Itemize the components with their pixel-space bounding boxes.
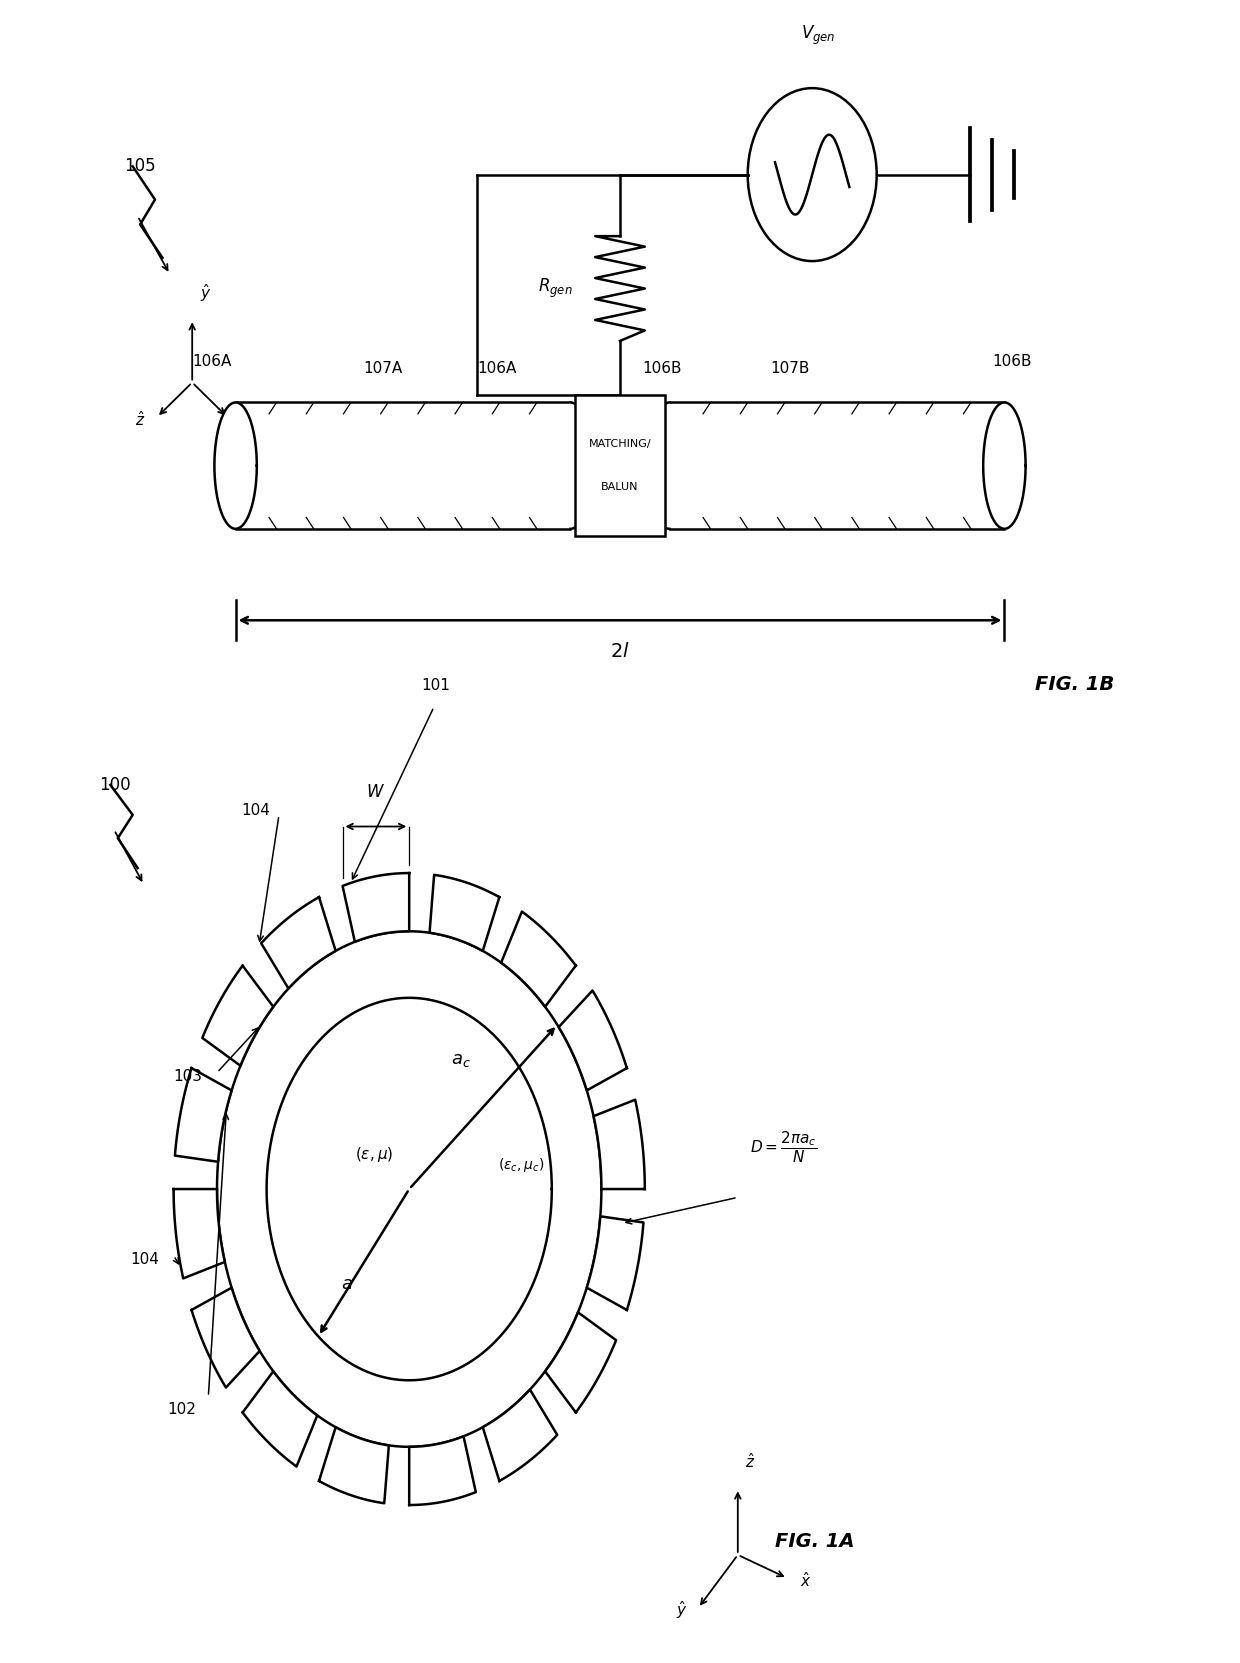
Polygon shape	[262, 896, 336, 988]
Text: $\hat{y}$: $\hat{y}$	[200, 283, 211, 304]
Text: $a_c$: $a_c$	[451, 1051, 471, 1069]
Polygon shape	[409, 1437, 476, 1505]
Text: FIG. 1B: FIG. 1B	[1035, 675, 1115, 693]
Text: 100: 100	[99, 777, 131, 793]
Text: BALUN: BALUN	[601, 482, 639, 492]
Text: $R_{gen}$: $R_{gen}$	[538, 278, 573, 299]
Text: $D=\dfrac{2\pi a_c}{N}$: $D=\dfrac{2\pi a_c}{N}$	[750, 1129, 817, 1166]
Polygon shape	[175, 1068, 232, 1162]
Polygon shape	[983, 402, 1025, 529]
Text: $\hat{z}$: $\hat{z}$	[745, 1452, 755, 1472]
Polygon shape	[243, 1372, 317, 1467]
Polygon shape	[670, 402, 1004, 529]
Text: $V_{gen}$: $V_{gen}$	[801, 23, 836, 47]
Text: $(\varepsilon_c,\mu_c)$: $(\varepsilon_c,\mu_c)$	[497, 1156, 544, 1174]
Text: 104: 104	[130, 1252, 159, 1267]
Polygon shape	[501, 911, 575, 1006]
Text: MATCHING/: MATCHING/	[589, 439, 651, 449]
Text: 107A: 107A	[363, 361, 402, 376]
Polygon shape	[570, 402, 591, 529]
Polygon shape	[482, 1390, 557, 1482]
Text: 107B: 107B	[770, 361, 810, 376]
Polygon shape	[174, 1189, 224, 1279]
Text: $\hat{x}$: $\hat{x}$	[800, 1570, 811, 1590]
Text: 106B: 106B	[642, 361, 682, 376]
Text: FIG. 1A: FIG. 1A	[775, 1532, 854, 1550]
Bar	[575, 396, 665, 535]
Text: $a$: $a$	[341, 1276, 353, 1292]
Polygon shape	[587, 1216, 644, 1310]
Text: 106A: 106A	[477, 361, 517, 376]
Text: $(\varepsilon,\mu)$: $(\varepsilon,\mu)$	[356, 1146, 393, 1164]
Polygon shape	[429, 875, 500, 951]
Text: $\hat{y}$: $\hat{y}$	[676, 1600, 687, 1621]
Text: $W$: $W$	[366, 783, 386, 800]
Polygon shape	[236, 402, 570, 529]
Polygon shape	[594, 1099, 645, 1189]
Text: 101: 101	[422, 679, 450, 693]
Text: 103: 103	[174, 1069, 202, 1084]
Text: $2l$: $2l$	[610, 642, 630, 660]
Text: $\hat{x}$: $\hat{x}$	[236, 409, 247, 429]
Polygon shape	[546, 1312, 616, 1412]
Text: 104: 104	[242, 803, 270, 818]
Polygon shape	[191, 1287, 259, 1387]
Text: 106B: 106B	[992, 354, 1032, 369]
Polygon shape	[215, 402, 257, 529]
Polygon shape	[342, 873, 409, 941]
Text: 106A: 106A	[192, 354, 232, 369]
Text: $\hat{z}$: $\hat{z}$	[134, 409, 145, 429]
Polygon shape	[202, 966, 273, 1066]
Polygon shape	[559, 991, 627, 1091]
Text: 102: 102	[167, 1402, 196, 1417]
Polygon shape	[319, 1427, 389, 1503]
Polygon shape	[649, 402, 670, 529]
Text: 105: 105	[124, 158, 156, 175]
